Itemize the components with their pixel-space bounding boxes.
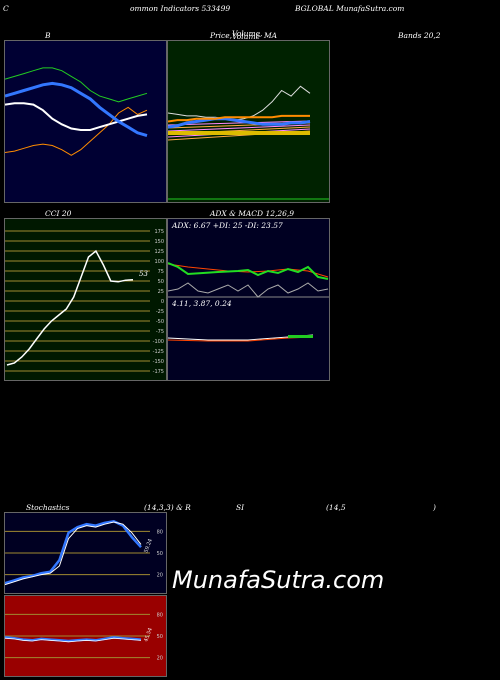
cci-tick-label: 125 [154, 249, 164, 255]
cci-tick-label: -50 [156, 319, 164, 325]
cci-chart: 175 150 125 100 75 50 25 0 -25 -50 -75 -100 -125 -150… [5, 219, 166, 380]
cci-panel: 175 150 125 100 75 50 25 0 -25 -50 -75 -100 -125 -150… [4, 218, 167, 381]
adx-title: ADX & MACD 12,26,9 [210, 209, 295, 218]
adx-macd-chart [168, 219, 329, 380]
price-panel [167, 40, 330, 203]
adx-bg [168, 219, 329, 380]
price-title-d: MA [264, 31, 278, 40]
cci-tick-label: -75 [156, 329, 164, 335]
rsi-value-label: 45.54 [143, 627, 154, 643]
adx-values: ADX: 6.67 +DI: 25 -DI: 23.57 [172, 221, 283, 230]
macd-histogram [288, 335, 313, 338]
bb-lower-band [5, 106, 148, 156]
stoch-d-line [5, 521, 142, 586]
ma-orange [168, 114, 310, 123]
stoch-panel: 80 50 20 59.24 [4, 512, 167, 594]
adx-plus-di [168, 262, 329, 280]
stoch-title-a: Stochastics [26, 503, 70, 512]
stoch-title-d: (14,5 [326, 503, 346, 512]
stoch-tick-label: 20 [157, 573, 163, 579]
ma-line-2 [168, 124, 311, 132]
volume-bars [168, 131, 310, 135]
cci-tick-label: -100 [153, 339, 164, 345]
header-c: C [3, 4, 9, 13]
cci-tick-label: 0 [161, 299, 164, 305]
cci-tick-label: -175 [153, 369, 164, 375]
header-indicators: ommon Indicators 533499 [130, 4, 231, 13]
rsi-tick-label: 80 [157, 612, 163, 618]
rsi-line [5, 636, 142, 643]
stoch-tick-label: 80 [157, 529, 163, 535]
rsi-chart: 80 50 20 45.54 [5, 596, 166, 676]
bands-title: Bands 20,2 [398, 31, 441, 40]
price-title-a: Price, [210, 31, 233, 40]
cci-bg [5, 219, 166, 380]
rsi-tick-label: 20 [157, 656, 163, 662]
bb-upper-band [5, 67, 148, 103]
cci-tick-label: 175 [154, 229, 164, 235]
bb-title: B [45, 31, 51, 40]
watermark: MunafaSutra.com [172, 566, 385, 594]
cci-tick-label: -25 [156, 309, 164, 315]
stoch-title-c: SI [236, 503, 245, 512]
cci-tick-label: 75 [158, 269, 164, 275]
cci-tick-label: -150 [153, 359, 164, 365]
ma-line-0 [168, 120, 311, 126]
stoch-chart: 80 50 20 59.24 [5, 513, 166, 593]
header-site: BGLOBAL MunafaSutra.com [295, 4, 405, 13]
price-chart [168, 41, 329, 202]
macd-values: 4.11, 3.87, 0.24 [172, 299, 232, 308]
cci-line [6, 249, 134, 366]
cci-tick-label: -125 [153, 349, 164, 355]
bb-price-line [5, 102, 148, 131]
price-title-c: Volume [232, 32, 261, 41]
adx-line [168, 282, 329, 298]
cci-title: CCI 20 [45, 209, 72, 218]
price-title-b: Volume, [232, 29, 263, 38]
cci-value-label: 53 [139, 270, 148, 278]
bollinger-bg [5, 41, 166, 202]
stoch-tick-label: 50 [157, 551, 163, 557]
stoch-title-e: ) [433, 503, 436, 512]
adx-macd-panel: ADX: 6.67 +DI: 25 -DI: 23.57 4.11, 3.87,… [167, 218, 330, 381]
stoch-title-b: (14,3,3) & R [144, 503, 191, 512]
bollinger-panel [4, 40, 167, 203]
rsi-avg-line [5, 637, 142, 643]
ma-blue [168, 117, 311, 129]
bollinger-chart [5, 41, 166, 202]
cci-tick-label: 100 [154, 259, 164, 265]
rsi-tick-label: 50 [157, 634, 163, 640]
stoch-value-label: 59.24 [143, 538, 154, 554]
cci-tick-label: 50 [158, 279, 164, 285]
bb-middle-band [5, 81, 148, 138]
cci-tick-label: 25 [158, 289, 164, 295]
rsi-panel: 80 50 20 45.54 [4, 595, 167, 677]
cci-tick-label: 150 [154, 239, 164, 245]
